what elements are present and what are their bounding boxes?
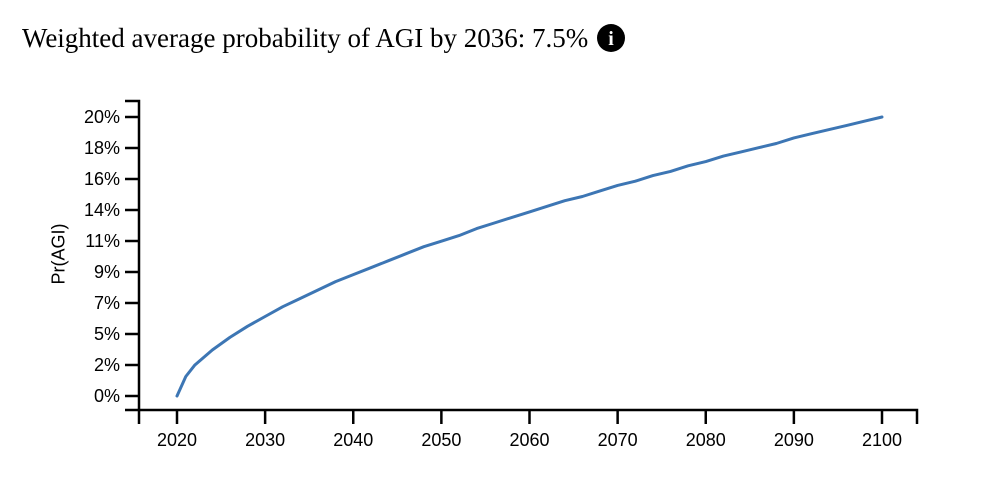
chart-title: Weighted average probability of AGI by 2…	[22, 23, 589, 53]
x-tick-label: 2100	[862, 430, 902, 450]
x-axis-line	[137, 408, 919, 424]
x-tick-label: 2030	[245, 430, 285, 450]
x-tick-label: 2020	[157, 430, 197, 450]
y-tick-label: 7%	[94, 293, 120, 313]
x-tick-label: 2070	[598, 430, 638, 450]
info-icon[interactable]: i	[597, 24, 626, 52]
x-tick-label: 2050	[421, 430, 461, 450]
y-tick-label: 18%	[84, 138, 120, 158]
y-tick-label: 5%	[94, 324, 120, 344]
y-tick-label: 20%	[84, 107, 120, 127]
x-tick-label: 2090	[774, 430, 814, 450]
y-tick-label: 11%	[85, 231, 120, 251]
x-tick-label: 2040	[333, 430, 373, 450]
x-tick-label: 2080	[686, 430, 726, 450]
y-tick-label: 0%	[94, 386, 120, 406]
x-tick-label: 2060	[509, 430, 549, 450]
y-axis-line	[125, 99, 141, 412]
y-tick-label: 2%	[94, 355, 120, 375]
probability-line	[175, 115, 884, 398]
info-icon-glyph: i	[608, 28, 614, 50]
y-tick-label: 9%	[94, 262, 120, 282]
chart-title-row: Weighted average probability of AGI by 2…	[22, 21, 626, 55]
y-tick-label: 16%	[84, 169, 120, 189]
y-tick-label: 14%	[84, 200, 120, 220]
